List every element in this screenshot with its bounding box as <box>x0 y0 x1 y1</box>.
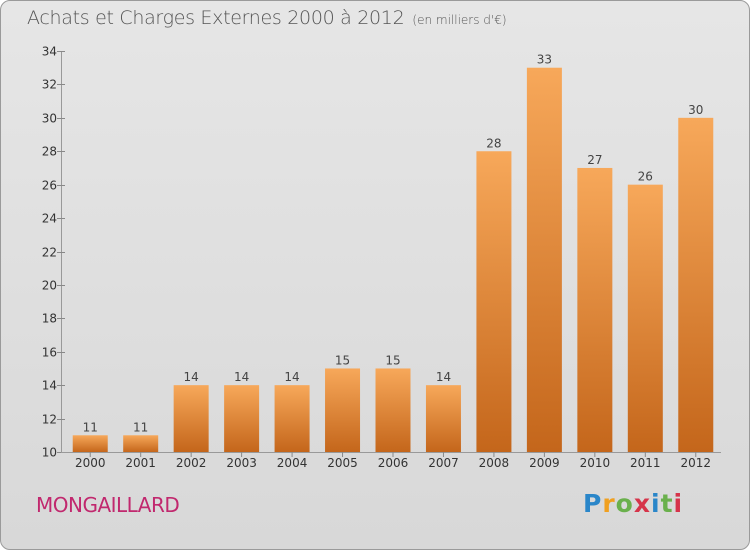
x-tick-label: 2001 <box>125 456 156 470</box>
bar <box>123 435 159 452</box>
logo-letter: x <box>633 489 651 518</box>
bar <box>577 167 613 453</box>
x-tick-label: 2004 <box>277 456 308 470</box>
data-label: 30 <box>688 103 703 117</box>
y-axis: 10 12 14 16 18 20 22 24 26 28 30 32 34 <box>42 45 65 460</box>
x-tick-label: 2011 <box>630 456 661 470</box>
logo-letter: o <box>615 489 634 518</box>
x-axis: 2000 2001 2002 2003 2004 2005 2006 2007 2008 2009… <box>61 452 721 470</box>
data-label: 28 <box>486 136 501 150</box>
bar <box>375 368 411 452</box>
y-tick-label: 32 <box>42 78 57 92</box>
y-tick-label: 10 <box>42 446 57 460</box>
bar <box>627 184 663 452</box>
bar <box>72 435 108 452</box>
data-label: 15 <box>385 353 400 367</box>
y-tick-label: 26 <box>42 179 57 193</box>
x-tick-label: 2010 <box>580 456 611 470</box>
y-tick-label: 12 <box>42 413 57 427</box>
y-tick-label: 20 <box>42 279 57 293</box>
bar <box>224 385 260 452</box>
logo-letter: i <box>673 489 684 518</box>
data-label: 11 <box>133 420 148 434</box>
y-tick-label: 18 <box>42 312 57 326</box>
x-tick-label: 2008 <box>479 456 510 470</box>
y-tick-label: 24 <box>42 212 57 226</box>
chart-subtitle: (en milliers d'€) <box>412 13 507 27</box>
y-tick-label: 14 <box>42 379 57 393</box>
data-label: 14 <box>184 370 199 384</box>
data-label: 33 <box>537 53 552 67</box>
place-name: MONGAILLARD <box>36 493 180 517</box>
bar <box>476 151 512 452</box>
x-tick-label: 2009 <box>529 456 560 470</box>
data-label: 14 <box>234 370 249 384</box>
chart-title: Achats et Charges Externes 2000 à 2012 (e… <box>27 7 507 29</box>
proxiti-logo[interactable]: Proxiti <box>583 489 683 518</box>
y-tick-label: 22 <box>42 246 57 260</box>
x-tick-label: 2006 <box>378 456 409 470</box>
y-tick-label: 30 <box>42 112 57 126</box>
bar <box>274 385 310 452</box>
x-tick-label: 2005 <box>327 456 358 470</box>
bar <box>325 368 361 452</box>
bar <box>173 385 209 452</box>
x-tick-label: 2007 <box>428 456 459 470</box>
data-label: 26 <box>638 170 653 184</box>
chart-title-text: Achats et Charges Externes 2000 à 2012 <box>27 7 405 29</box>
logo-letter: P <box>583 489 603 518</box>
x-tick-label: 2012 <box>680 456 711 470</box>
x-tick-label: 2000 <box>75 456 106 470</box>
y-tick-label: 34 <box>42 45 57 59</box>
data-label: 11 <box>83 420 98 434</box>
data-label: 15 <box>335 353 350 367</box>
bar <box>425 385 461 452</box>
y-tick-label: 28 <box>42 145 57 159</box>
data-label: 14 <box>284 370 299 384</box>
logo-letter: r <box>602 489 616 518</box>
x-tick-label: 2002 <box>176 456 207 470</box>
x-tick-label: 2003 <box>226 456 257 470</box>
y-tick-label: 16 <box>42 346 57 360</box>
data-label: 27 <box>587 153 602 167</box>
bar <box>526 67 562 452</box>
bars <box>72 67 714 453</box>
data-label: 14 <box>436 370 451 384</box>
data-labels: 11 11 14 14 14 15 15 14 28 33 27 26 30 <box>83 53 704 435</box>
bar <box>678 117 714 452</box>
logo-letter: t <box>660 489 674 518</box>
logo-letter: i <box>651 489 661 518</box>
